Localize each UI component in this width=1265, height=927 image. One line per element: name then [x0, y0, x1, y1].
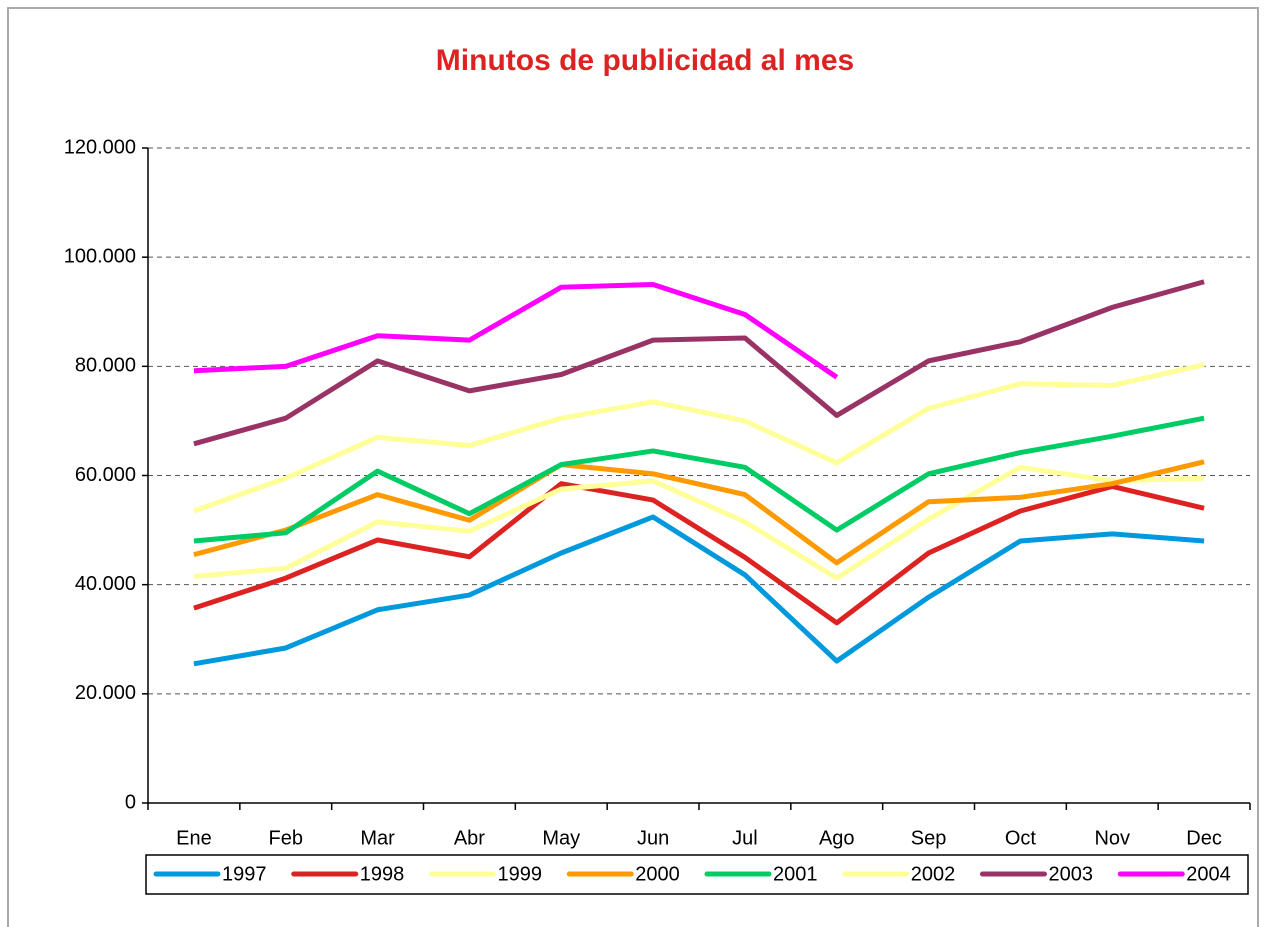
legend-label: 1998	[360, 863, 405, 885]
y-tick-label: 0	[125, 791, 136, 813]
x-tick-label: Jul	[732, 827, 758, 849]
x-tick-label: Feb	[269, 827, 303, 849]
x-tick-label: Jun	[637, 827, 669, 849]
x-tick-label: Ago	[819, 827, 855, 849]
series-line	[193, 514, 1205, 667]
y-tick-label: 80.000	[75, 355, 136, 377]
y-tick-label: 60.000	[75, 464, 136, 486]
x-tick-label: Sep	[911, 827, 947, 849]
series-line	[193, 362, 1205, 514]
series-line	[193, 415, 1205, 544]
x-tick-label: Oct	[1005, 827, 1037, 849]
legend-label: 2000	[635, 863, 680, 885]
y-tick-label: 40.000	[75, 573, 136, 595]
x-tick-label: Mar	[360, 827, 395, 849]
series-line	[193, 279, 1205, 447]
frame	[7, 7, 1259, 927]
y-tick-label: 120.000	[64, 136, 136, 158]
legend-label: 2001	[773, 863, 818, 885]
legend-label: 1999	[498, 863, 543, 885]
legend-label: 2002	[911, 863, 956, 885]
x-tick-label: Nov	[1094, 827, 1130, 849]
series-line	[193, 481, 1205, 626]
x-tick-label: May	[542, 827, 580, 849]
y-tick-label: 20.000	[75, 682, 136, 704]
chart-title: Minutos de publicidad al mes	[436, 44, 854, 77]
series-line	[193, 281, 839, 380]
legend-label: 1997	[222, 863, 267, 885]
x-tick-label: Abr	[454, 827, 485, 849]
legend-label: 2003	[1049, 863, 1094, 885]
series-line	[193, 464, 1205, 581]
x-tick-label: Dec	[1186, 827, 1222, 849]
y-tick-label: 100.000	[64, 245, 136, 267]
series-line	[193, 459, 1205, 566]
x-tick-label: Ene	[176, 827, 212, 849]
legend-label: 2004	[1186, 863, 1231, 885]
